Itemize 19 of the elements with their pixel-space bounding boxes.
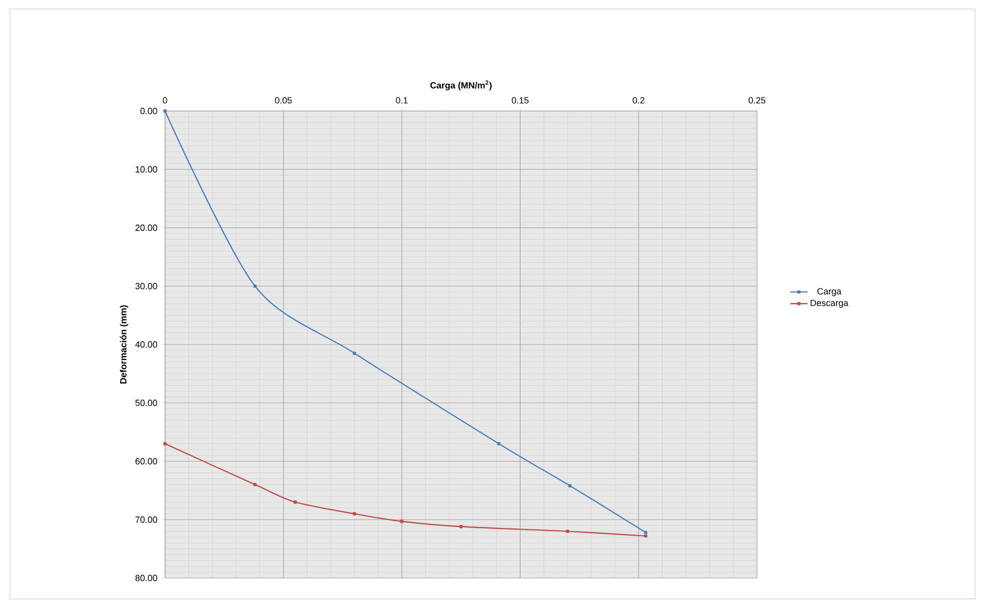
- x-tick-label: 0.2: [632, 97, 644, 104]
- y-tick-label: 30.00: [135, 282, 158, 290]
- x-tick-label: 0.1: [396, 97, 408, 104]
- legend-label: Descarga: [810, 300, 848, 308]
- y-tick-label: 50.00: [135, 400, 158, 406]
- y-tick-label: 40.00: [135, 341, 158, 348]
- y-tick-label: 60.00: [136, 458, 158, 464]
- x-tick-label: 0.05: [275, 97, 292, 104]
- x-tick-label: 0: [162, 97, 168, 104]
- y-tick-label: 70.00: [136, 516, 158, 523]
- y-tick-label: 10.00: [136, 166, 158, 173]
- y-tick-label: 80.00: [135, 574, 158, 582]
- y-tick-label: 20.00: [136, 224, 158, 231]
- y-tick-label: 0.00: [140, 108, 158, 114]
- y-axis-title: Deformación (mm): [120, 305, 128, 384]
- x-tick-label: 0.25: [748, 97, 766, 104]
- x-tick-label: 0.15: [512, 97, 529, 104]
- legend-label: Carga: [817, 288, 842, 296]
- x-axis-title: Carga (MN/m$^{2}$): [430, 80, 492, 90]
